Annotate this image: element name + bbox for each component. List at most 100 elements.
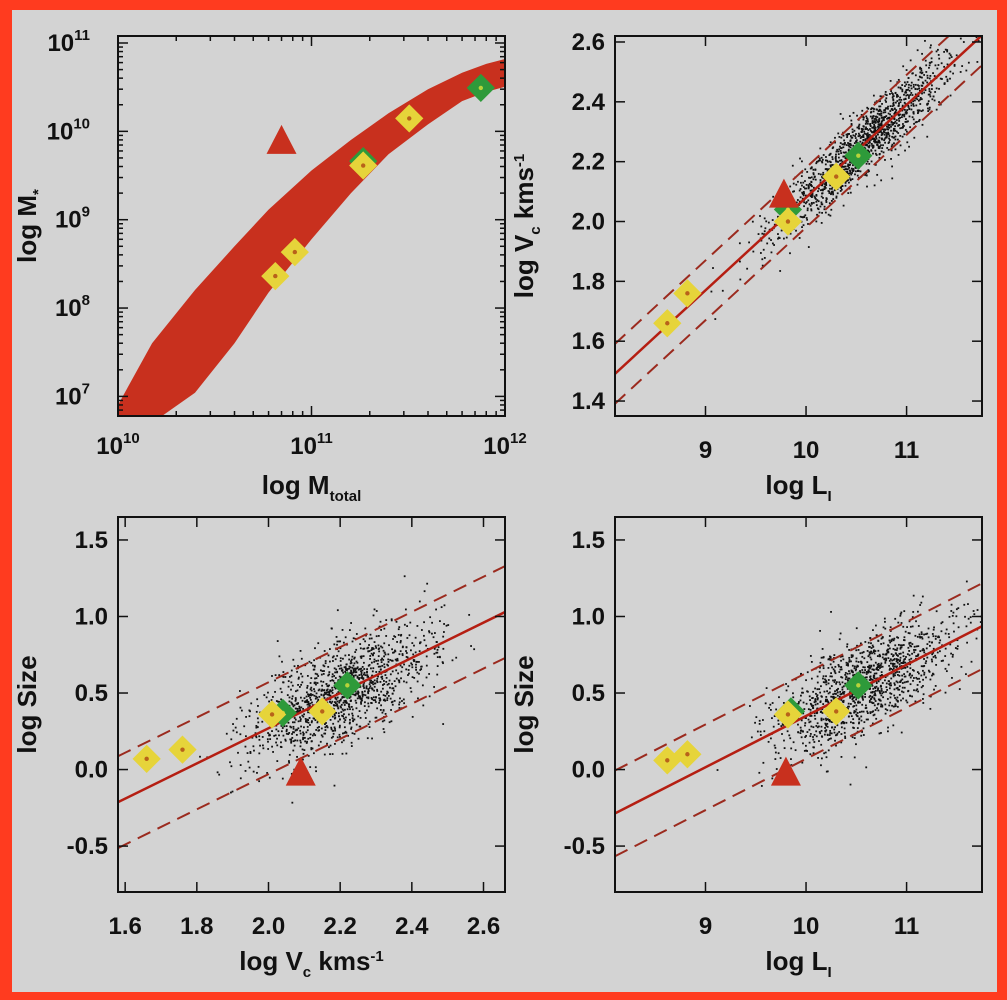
scatter-point [269, 734, 271, 737]
scatter-point [851, 178, 854, 181]
scatter-point [350, 672, 353, 675]
scatter-point [805, 702, 808, 705]
scatter-point [795, 229, 797, 232]
scatter-point [912, 611, 915, 613]
scatter-point [873, 677, 876, 680]
scatter-point [763, 230, 766, 233]
scatter-point [897, 117, 900, 120]
scatter-point [896, 647, 899, 650]
scatter-point [285, 730, 288, 733]
scatter-point [843, 139, 846, 142]
scatter-point [862, 734, 865, 736]
scatter-point [395, 677, 398, 680]
scatter-point [412, 653, 415, 656]
scatter-point [899, 101, 902, 104]
scatter-point [451, 659, 454, 662]
scatter-point [918, 89, 921, 92]
scatter-point [874, 624, 877, 627]
scatter-point [331, 673, 334, 676]
scatter-point [804, 214, 807, 217]
diamond-center-dot [144, 756, 149, 762]
scatter-point [902, 644, 905, 646]
scatter-point [871, 121, 874, 123]
scatter-point [802, 194, 805, 197]
scatter-point [847, 664, 850, 667]
x-axis-label-main: log L [765, 946, 827, 976]
scatter-point [327, 654, 330, 657]
scatter-point [350, 726, 353, 729]
scatter-point [927, 93, 930, 96]
scatter-point [821, 184, 824, 187]
scatter-point [840, 187, 842, 189]
scatter-point [863, 721, 866, 724]
scatter-point [230, 765, 233, 768]
scatter-point [331, 679, 334, 682]
scatter-point [442, 662, 444, 665]
scatter-point [251, 736, 254, 739]
scatter-point [381, 711, 384, 714]
scatter-point [920, 674, 923, 677]
scatter-point [273, 734, 276, 737]
scatter-point [813, 712, 816, 714]
scatter-point [354, 671, 357, 674]
scatter-point [847, 705, 849, 708]
scatter-point [304, 720, 307, 723]
scatter-point [336, 704, 339, 707]
scatter-point [248, 766, 251, 769]
scatter-point [374, 645, 377, 648]
scatter-point [382, 709, 385, 712]
scatter-point [884, 620, 886, 623]
scatter-point [361, 669, 364, 672]
scatter-point [355, 633, 358, 635]
scatter-point [927, 627, 930, 630]
scatter-point [986, 18, 988, 20]
scatter-point [843, 727, 846, 730]
scatter-point [801, 687, 804, 690]
scatter-point [405, 652, 408, 654]
scatter-point [891, 638, 894, 641]
scatter-point [882, 642, 885, 645]
scatter-point [760, 225, 763, 228]
scatter-point [881, 704, 884, 707]
scatter-point [445, 624, 448, 627]
scatter-point [909, 126, 912, 129]
scatter-point [856, 727, 859, 729]
scatter-point [899, 656, 902, 659]
scatter-point [388, 679, 391, 682]
scatter-point [812, 186, 815, 189]
scatter-point [249, 752, 252, 754]
scatter-point [844, 157, 847, 160]
x-tick-label: 11 [894, 913, 919, 940]
scatter-point [880, 144, 882, 147]
scatter-point [871, 126, 874, 129]
scatter-point [864, 128, 867, 130]
scatter-point [397, 628, 400, 631]
scatter-point [296, 728, 298, 731]
scatter-point [892, 665, 894, 667]
scatter-point [897, 688, 900, 691]
scatter-point [875, 685, 878, 688]
scatter-point [870, 658, 873, 661]
scatter-point [885, 101, 887, 103]
scatter-point [310, 686, 313, 689]
scatter-point [407, 674, 409, 676]
scatter-point [330, 627, 333, 630]
scatter-point [399, 641, 402, 644]
scatter-point [846, 679, 849, 681]
scatter-point [418, 600, 421, 603]
scatter-point [846, 168, 849, 171]
scatter-point [949, 22, 951, 24]
scatter-point [951, 614, 954, 617]
scatter-point [918, 87, 921, 90]
scatter-point [830, 610, 832, 613]
scatter-point [902, 625, 905, 628]
scatter-point [822, 703, 825, 705]
scatter-point [812, 168, 815, 171]
y-tick-label: 1.6 [572, 328, 605, 355]
scatter-point [848, 670, 850, 673]
scatter-point [824, 730, 827, 732]
scatter-point [885, 686, 888, 689]
scatter-point [907, 632, 910, 634]
scatter-point [835, 150, 838, 153]
